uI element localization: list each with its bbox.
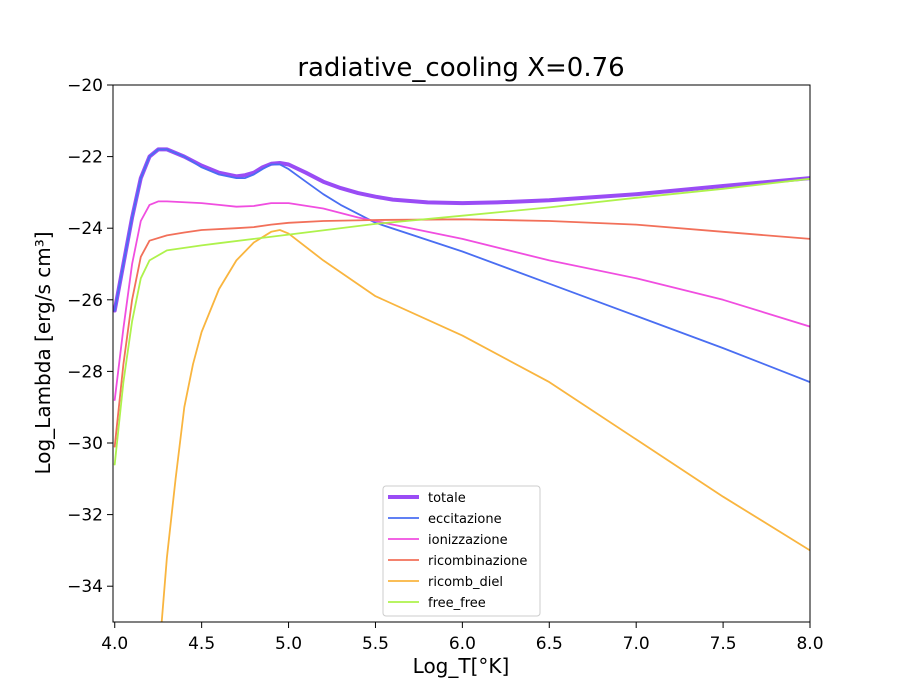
x-axis-label: Log_T[°K] bbox=[413, 654, 510, 678]
x-tick-label: 8.0 bbox=[796, 634, 823, 654]
series-line-ionizzazione bbox=[113, 200, 810, 401]
legend-label-eccitazione: eccitazione bbox=[428, 512, 502, 527]
y-tick-label: −26 bbox=[67, 291, 103, 311]
series-line-eccitazione bbox=[113, 148, 810, 383]
y-tick-label: −20 bbox=[67, 76, 103, 96]
series-line-ricombinazione bbox=[113, 218, 810, 448]
legend-label-ricomb_diel: ricomb_diel bbox=[428, 575, 503, 590]
plot-area: 4.0 4.5 5.0 5.5 6.0 6.5 7.0 7.5 8.0 −34 −32 −30 −28 −… bbox=[67, 76, 823, 654]
x-tick-label: 4.5 bbox=[188, 634, 215, 654]
chart-title: radiative_cooling X=0.76 bbox=[297, 53, 624, 83]
x-tick-label: 5.5 bbox=[362, 634, 389, 654]
x-tick-label: 7.0 bbox=[623, 634, 650, 654]
y-axis-label: Log_Lambda [erg/s cm³] bbox=[31, 231, 55, 474]
legend-label-free_free: free_free bbox=[428, 596, 486, 611]
series-line-free_free bbox=[113, 177, 810, 466]
x-tick-label: 4.0 bbox=[101, 634, 128, 654]
series-line-ricomb_diel bbox=[160, 229, 810, 622]
x-tick-label: 5.0 bbox=[275, 634, 302, 654]
y-tick-label: −32 bbox=[67, 506, 103, 526]
y-tick-label: −24 bbox=[67, 219, 103, 239]
legend-label-totale: totale bbox=[428, 491, 466, 506]
legend-box bbox=[382, 485, 541, 617]
y-tick-label: −28 bbox=[67, 362, 103, 382]
legend: totale eccitazione ionizzazione ricombinazi… bbox=[382, 485, 541, 617]
legend-label-ricombinazione: ricombinazione bbox=[428, 554, 527, 569]
axes-frame bbox=[112, 84, 811, 623]
legend-label-ionizzazione: ionizzazione bbox=[428, 533, 508, 548]
y-tick-label: −30 bbox=[67, 434, 103, 454]
x-tick-label: 6.0 bbox=[449, 634, 476, 654]
y-tick-label: −34 bbox=[67, 577, 103, 597]
x-tick-label: 7.5 bbox=[710, 634, 737, 654]
x-tick-label: 6.5 bbox=[536, 634, 563, 654]
y-tick-label: −22 bbox=[67, 148, 103, 168]
